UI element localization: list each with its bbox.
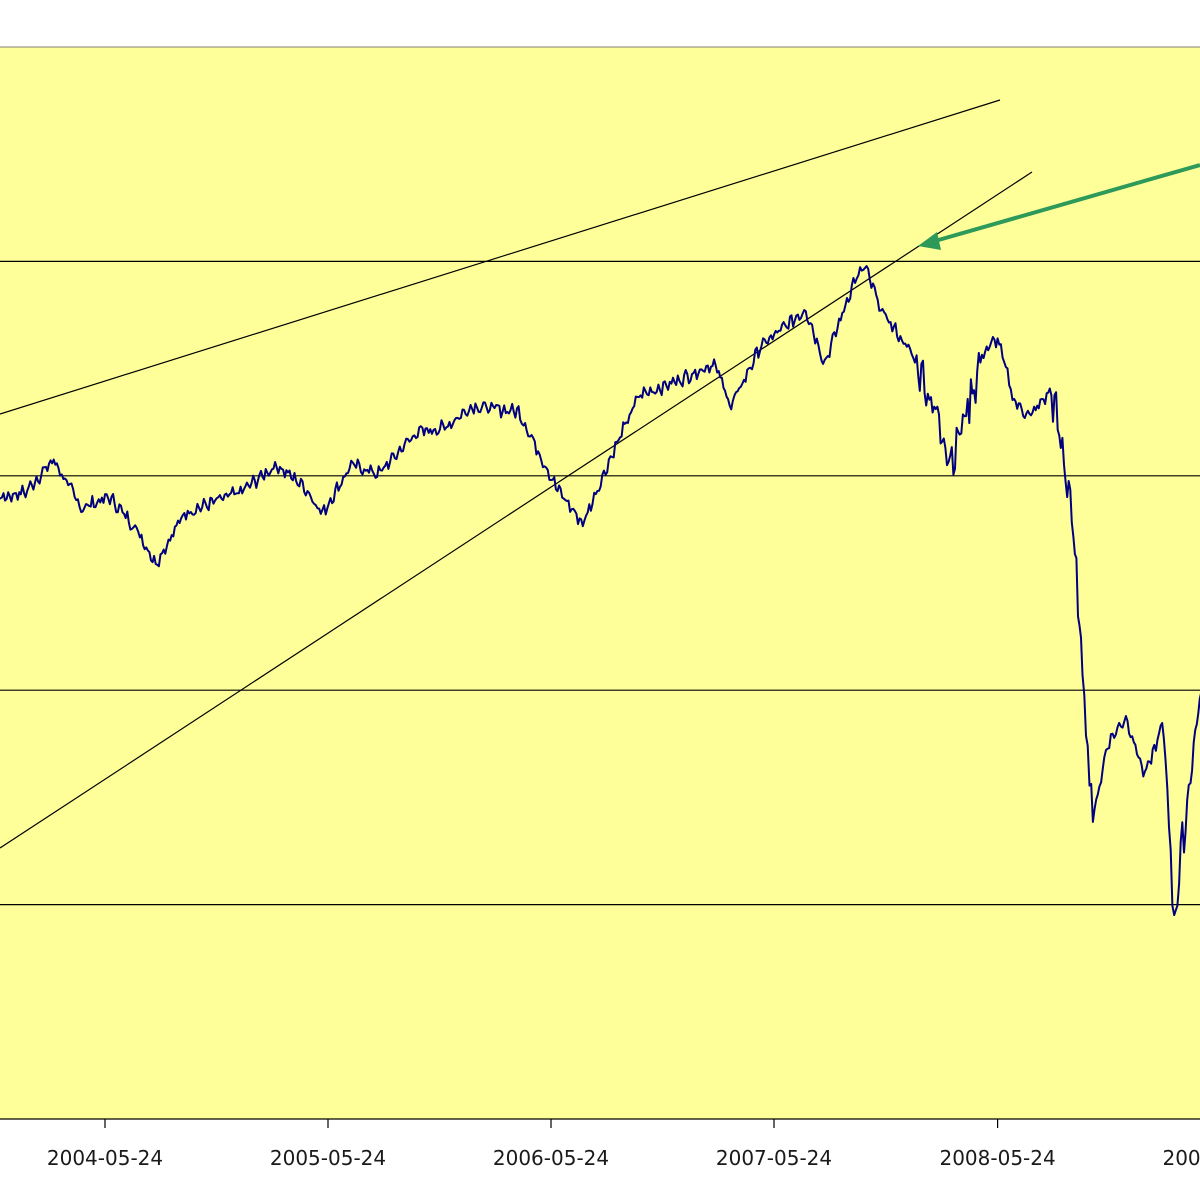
resistance-trendline <box>0 99 1001 415</box>
support-trendline <box>0 171 1033 849</box>
x-tick-label: 2009-05-24 <box>1162 1146 1200 1170</box>
x-tick-label: 2007-05-24 <box>716 1146 832 1170</box>
horizontal-gridlines <box>0 260 1200 906</box>
x-tick-label: 2004-05-24 <box>47 1146 163 1170</box>
arrow-shaft <box>934 163 1200 243</box>
x-axis-ticks: 2004-05-24 2005-05-24 2006-05-24 2007-05-24… <box>47 1119 1200 1170</box>
annotation-arrow <box>918 163 1200 250</box>
price-line <box>0 265 1200 917</box>
plot-area <box>0 47 1200 1119</box>
arrow-head <box>918 232 941 250</box>
x-tick-label: 2005-05-24 <box>270 1146 386 1170</box>
trendlines <box>0 99 1033 849</box>
x-tick-label: 2008-05-24 <box>939 1146 1055 1170</box>
price-series <box>0 265 1200 917</box>
x-tick-label: 2006-05-24 <box>493 1146 609 1170</box>
